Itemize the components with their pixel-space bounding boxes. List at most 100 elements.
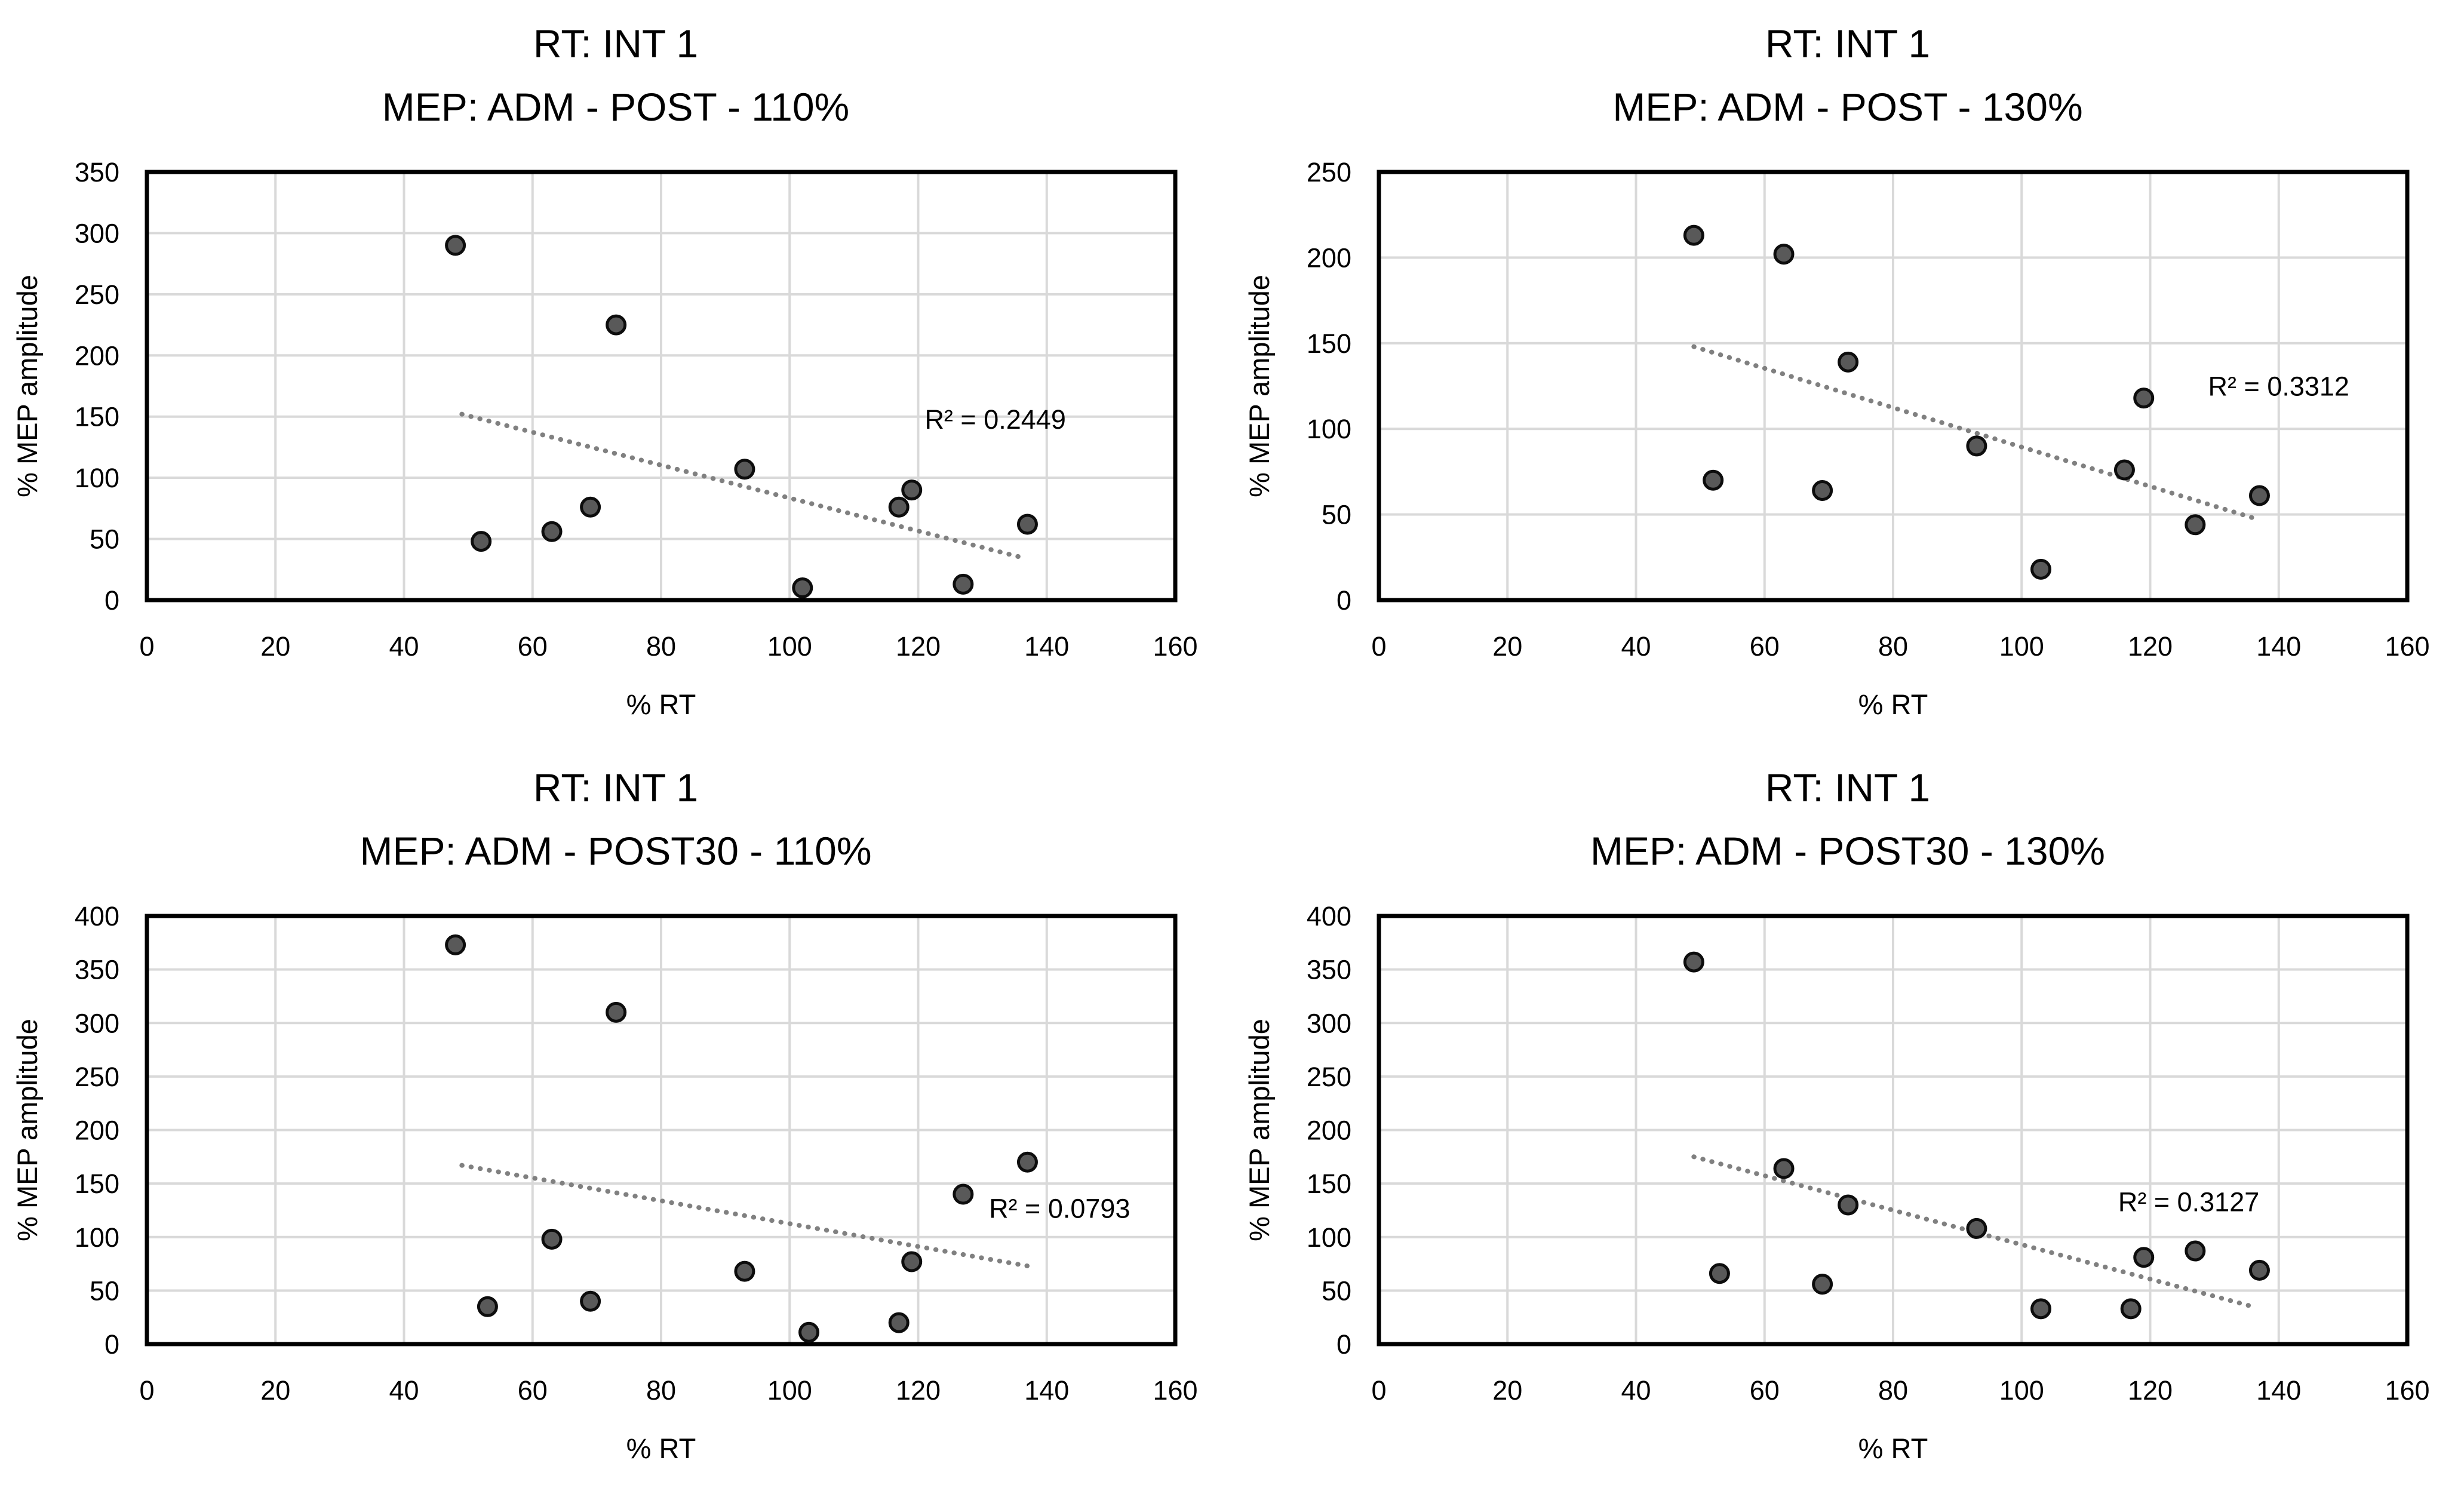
chart-title-line1: RT: INT 1: [533, 21, 698, 66]
y-tick-label: 200: [1307, 242, 1351, 273]
r2-annotation: R² = 0.0793: [989, 1193, 1130, 1223]
y-tick-label: 0: [1337, 1329, 1351, 1360]
y-tick-label: 100: [1307, 414, 1351, 444]
data-point: [734, 1261, 755, 1282]
y-tick-label: 350: [75, 955, 119, 985]
x-tick-label: 80: [646, 1375, 676, 1406]
data-point: [888, 1312, 910, 1333]
chart-panel-post30-110: RT: INT 1 MEP: ADM - POST30 - 110% R² = 0.…: [11, 765, 1198, 1464]
r2-annotation: R² = 0.3312: [2208, 371, 2349, 402]
chart-panel-post-130: RT: INT 1 MEP: ADM - POST - 130% R² = 0.33…: [1243, 21, 2430, 720]
chart-panel-post30-130: RT: INT 1 MEP: ADM - POST30 - 130% R² = 0.…: [1243, 765, 2430, 1464]
trendline: [459, 411, 1024, 560]
data-point: [953, 573, 974, 595]
data-point: [1773, 1158, 1795, 1179]
plot-area-border: [145, 914, 1178, 1346]
x-tick-label: 140: [1024, 1375, 1069, 1406]
x-tick-label: 0: [139, 1375, 154, 1406]
data-point: [1966, 1218, 1987, 1239]
y-tick-label: 400: [1307, 901, 1351, 931]
x-tick-label: 120: [2128, 631, 2173, 662]
x-tick-label: 60: [1750, 631, 1780, 662]
x-tick-label: 120: [896, 1375, 941, 1406]
x-tick-label: 0: [139, 631, 154, 662]
data-point: [2133, 388, 2155, 409]
chart-title-line2: MEP: ADM - POST30 - 110%: [360, 829, 871, 873]
x-tick-label: 160: [2385, 1375, 2429, 1406]
data-point: [2248, 1259, 2270, 1281]
x-tick-label: 40: [389, 1375, 419, 1406]
data-point: [2030, 558, 2052, 580]
y-axis-title: % MEP amplitude: [11, 1019, 43, 1241]
x-axis-title: % RT: [1858, 688, 1928, 720]
x-tick-label: 40: [389, 631, 419, 662]
y-tick-label: 300: [1307, 1008, 1351, 1038]
x-tick-label: 60: [518, 1375, 548, 1406]
plot-area-border: [1377, 914, 2410, 1346]
data-point: [2030, 1298, 2052, 1320]
x-tick-label: 80: [646, 631, 676, 662]
y-tick-label: 250: [1307, 157, 1351, 187]
data-point: [445, 235, 466, 256]
x-tick-label: 40: [1621, 1375, 1651, 1406]
chart-title-line2: MEP: ADM - POST - 130%: [1612, 85, 2082, 129]
y-axis-title: % MEP amplitude: [1243, 275, 1275, 497]
data-point: [734, 459, 755, 480]
data-point: [471, 531, 492, 552]
x-axis-title: % RT: [626, 688, 696, 720]
data-point: [477, 1296, 498, 1317]
x-tick-label: 140: [1024, 631, 1069, 662]
y-tick-label: 50: [1322, 500, 1351, 530]
x-tick-label: 20: [1492, 631, 1522, 662]
y-tick-label: 0: [1337, 585, 1351, 616]
y-tick-label: 50: [90, 1275, 119, 1306]
chart-title-line1: RT: INT 1: [1765, 765, 1930, 810]
trendline: [459, 1163, 1030, 1269]
y-axis-title: % MEP amplitude: [1243, 1019, 1275, 1241]
y-tick-label: 200: [1307, 1115, 1351, 1146]
y-tick-label: 200: [75, 340, 119, 371]
x-tick-label: 0: [1371, 631, 1386, 662]
y-tick-label: 150: [75, 402, 119, 432]
data-point: [2133, 1247, 2155, 1268]
chart-title-line1: RT: INT 1: [1765, 21, 1930, 66]
data-point: [2120, 1298, 2142, 1320]
data-point: [953, 1183, 974, 1205]
data-point: [2113, 459, 2135, 481]
plot-area-border: [145, 170, 1178, 602]
x-axis-title: % RT: [1858, 1432, 1928, 1464]
y-tick-label: 250: [75, 279, 119, 310]
r2-annotation: R² = 0.2449: [924, 404, 1065, 435]
chart-panel-post-110: RT: INT 1 MEP: ADM - POST - 110% R² = 0.24…: [11, 21, 1198, 720]
x-tick-label: 140: [2256, 631, 2301, 662]
data-point: [1016, 514, 1038, 535]
data-point: [1683, 951, 1704, 973]
y-tick-label: 200: [75, 1115, 119, 1146]
y-tick-label: 300: [75, 218, 119, 248]
data-point: [792, 577, 813, 599]
x-tick-label: 140: [2256, 1375, 2301, 1406]
data-point: [2185, 514, 2206, 536]
y-tick-label: 50: [90, 524, 119, 555]
x-tick-label: 60: [1750, 1375, 1780, 1406]
y-tick-label: 100: [75, 1222, 119, 1253]
x-tick-label: 120: [896, 631, 941, 662]
x-tick-label: 0: [1371, 1375, 1386, 1406]
x-tick-label: 160: [1153, 1375, 1197, 1406]
data-point: [1016, 1151, 1038, 1173]
y-tick-label: 150: [75, 1169, 119, 1199]
data-point: [1683, 225, 1704, 246]
data-point: [541, 1228, 563, 1250]
y-tick-label: 0: [105, 1329, 119, 1360]
y-axis-title: % MEP amplitude: [11, 275, 43, 497]
y-tick-label: 150: [1307, 1169, 1351, 1199]
data-point: [1812, 479, 1833, 501]
data-point: [901, 1251, 923, 1272]
x-tick-label: 120: [2128, 1375, 2173, 1406]
plot-area-border: [1377, 170, 2410, 602]
data-point: [1703, 469, 1724, 491]
data-point: [1966, 435, 1987, 457]
y-tick-label: 400: [75, 901, 119, 931]
y-tick-label: 350: [75, 157, 119, 187]
x-tick-label: 80: [1878, 1375, 1908, 1406]
